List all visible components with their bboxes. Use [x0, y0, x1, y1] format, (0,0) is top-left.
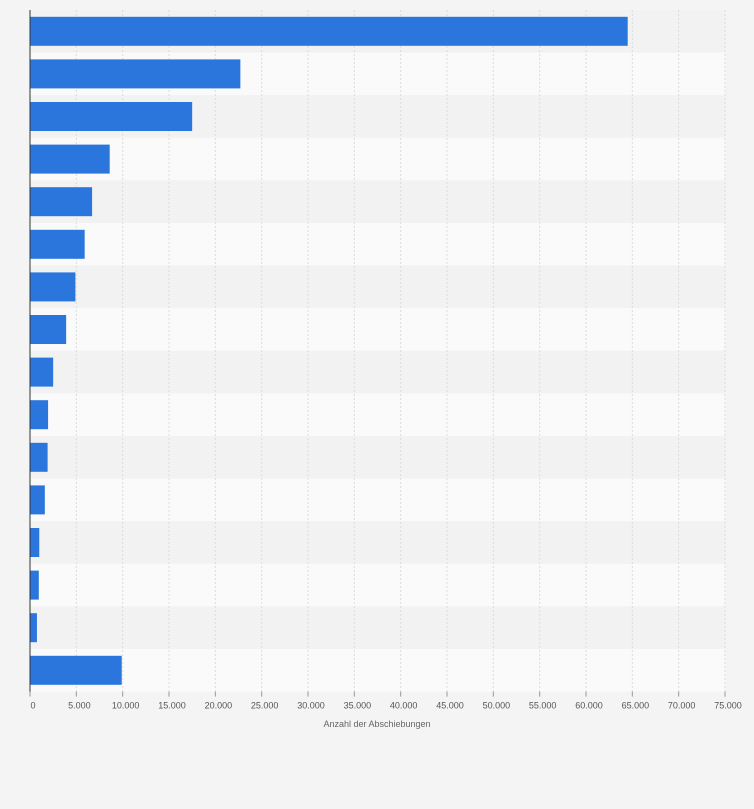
x-tick-label: 75.000: [714, 701, 742, 711]
grid-lines: [75, 10, 726, 692]
row-band: [30, 478, 725, 522]
row-band: [30, 223, 725, 266]
x-axis-title: Anzahl der Abschiebungen: [323, 719, 431, 729]
bar: [30, 315, 67, 344]
bar: [30, 59, 241, 89]
x-tick-label: 50.000: [483, 701, 511, 711]
x-tick-label: 65.000: [622, 701, 650, 711]
bars: [30, 16, 628, 685]
bar: [30, 102, 193, 131]
row-band: [30, 265, 725, 309]
row-band: [30, 350, 725, 394]
row-band: [30, 308, 725, 351]
row-band: [30, 521, 725, 564]
x-tick-label: 35.000: [344, 701, 372, 711]
x-tick-label: 30.000: [297, 701, 325, 711]
x-tick-label: 15.000: [158, 701, 186, 711]
x-tick-label: 40.000: [390, 701, 418, 711]
row-bands: [30, 10, 725, 692]
x-tick-label: 10.000: [112, 701, 140, 711]
x-tick-label: 5.000: [68, 701, 91, 711]
bar: [30, 187, 93, 217]
row-band: [30, 137, 725, 181]
bar: [30, 442, 48, 472]
bar: [30, 655, 122, 685]
bar: [30, 16, 628, 46]
row-band: [30, 649, 725, 692]
x-axis-ticks: 0 5.000 10.000 15.000 20.000 25.000 30.000 35.0…: [29, 691, 742, 711]
x-tick-label: 60.000: [575, 701, 603, 711]
bar: [30, 400, 49, 430]
x-tick-label: 0: [30, 701, 35, 711]
bar: [30, 485, 45, 515]
x-tick-label: 45.000: [436, 701, 464, 711]
bar: [30, 272, 76, 302]
bar: [30, 528, 40, 557]
x-tick-label: 55.000: [529, 701, 557, 711]
row-band: [30, 436, 725, 479]
row-band: [30, 180, 725, 223]
row-band: [30, 563, 725, 607]
row-band: [30, 393, 725, 436]
x-tick-label: 20.000: [205, 701, 233, 711]
bar: [30, 613, 37, 643]
bar: [30, 357, 54, 387]
x-tick-label: 25.000: [251, 701, 279, 711]
bar: [30, 229, 85, 259]
x-tick-label: 70.000: [668, 701, 696, 711]
bar: [30, 570, 39, 600]
bar: [30, 144, 110, 174]
row-band: [30, 606, 725, 649]
